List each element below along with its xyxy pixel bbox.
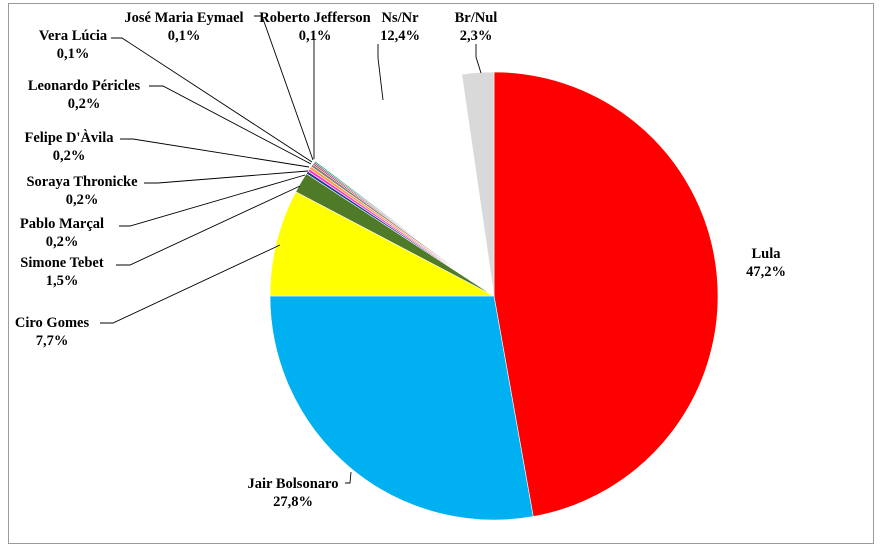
slice-label-br-nul: Br/Nul	[455, 10, 498, 26]
leader-line-pablo-marcal	[119, 174, 306, 227]
leader-line-br-nul	[475, 44, 482, 74]
leader-line-soraya-thronicke	[144, 170, 309, 184]
slice-label-felipe-d-avila: Felipe D'Àvila	[24, 129, 114, 146]
slice-value-soraya-thronicke: 0,2%	[66, 192, 99, 208]
slice-value-pablo-marcal: 0,2%	[46, 234, 79, 250]
slice-label-vera-lucia: Vera Lúcia	[39, 28, 108, 44]
slice-value-br-nul: 2,3%	[460, 28, 493, 44]
pie-slice-ciro-gomes	[269, 191, 495, 297]
slice-value-jose-maria-eymael: 0,1%	[168, 28, 201, 44]
slice-value-roberto-jefferson: 0,1%	[299, 28, 332, 44]
pie-slice-ns-nr	[314, 73, 495, 297]
slice-label-ciro-gomes: Ciro Gomes	[15, 315, 90, 331]
leader-line-felipe-d-avila	[120, 138, 310, 168]
slice-label-ns-nr: Ns/Nr	[381, 10, 419, 26]
slice-label-leonardo-pericles: Leonardo Péricles	[28, 78, 141, 94]
slice-label-jair-bolsonaro: Jair Bolsonaro	[248, 476, 339, 492]
pie-slice-br-nul	[461, 71, 495, 297]
slice-value-jair-bolsonaro: 27,8%	[273, 494, 313, 510]
slice-label-pablo-marcal: Pablo Marçal	[20, 216, 104, 232]
leader-line-leonardo-pericles	[149, 85, 312, 165]
slice-value-simone-tebet: 1,5%	[46, 273, 79, 289]
slice-value-ns-nr: 12,4%	[380, 28, 420, 44]
slice-value-leonardo-pericles: 0,2%	[68, 96, 101, 112]
slice-label-lula: Lula	[751, 246, 781, 262]
slice-label-simone-tebet: Simone Tebet	[20, 255, 104, 271]
leader-line-ciro-gomes	[100, 244, 281, 324]
pie-slice-jair-bolsonaro	[269, 295, 534, 521]
pie-slice-lula	[493, 71, 719, 517]
leader-line-jair-bolsonaro	[345, 471, 352, 484]
leader-line-vera-lucia	[111, 37, 313, 163]
leader-line-ns-nr	[377, 44, 384, 101]
slice-label-roberto-jefferson: Roberto Jefferson	[259, 10, 371, 26]
slice-label-soraya-thronicke: Soraya Thronicke	[26, 174, 138, 190]
slice-value-lula: 47,2%	[746, 264, 786, 280]
leader-line-simone-tebet	[116, 185, 301, 266]
slice-label-jose-maria-eymael: José Maria Eymael	[124, 10, 243, 26]
leader-line-jose-maria-eymael	[254, 15, 314, 161]
slice-value-felipe-d-avila: 0,2%	[53, 148, 86, 164]
slice-value-ciro-gomes: 7,7%	[36, 333, 69, 349]
slice-value-vera-lucia: 0,1%	[57, 46, 90, 62]
